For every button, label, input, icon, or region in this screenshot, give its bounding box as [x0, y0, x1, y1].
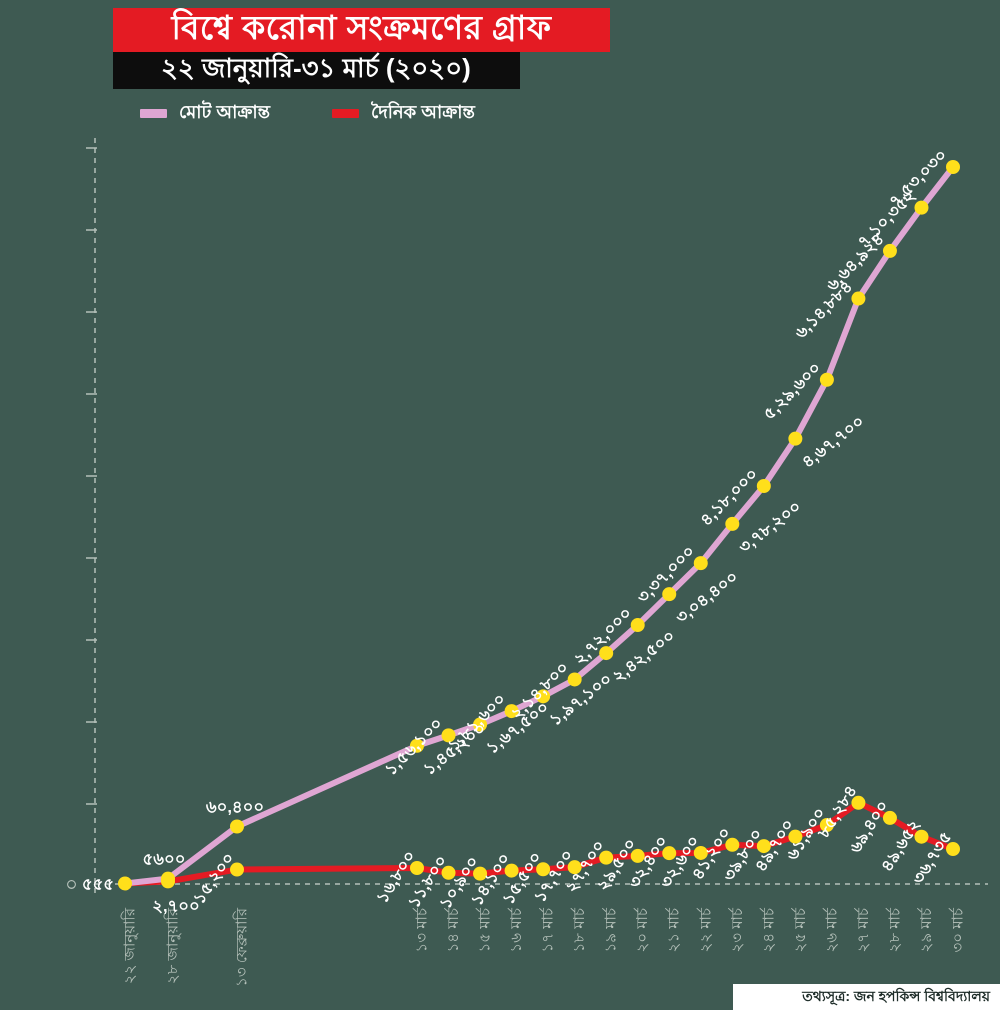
data-point [662, 587, 677, 602]
data-point [441, 728, 456, 743]
data-point [662, 846, 677, 861]
data-point [819, 818, 834, 833]
data-point [756, 839, 771, 854]
data-point [567, 672, 582, 687]
x-axis-label: ২০ মার্চ [633, 907, 651, 952]
x-axis-label: ১৫ মার্চ [476, 907, 494, 952]
data-point [473, 866, 488, 881]
data-point [536, 862, 551, 877]
data-point [230, 862, 244, 877]
x-axis-label: ১৮ মার্চ [570, 907, 588, 952]
legend-label-total: মোট আক্রান্ত [179, 102, 270, 122]
x-axis-label: ২৮ মার্চ [886, 907, 904, 952]
data-point [946, 160, 961, 174]
data-point [851, 795, 866, 810]
x-axis-label: ২২ জানুয়ারি [121, 907, 139, 984]
x-axis-label: ২১ মার্চ [665, 907, 683, 952]
x-axis-label: ২৯ মার্চ [917, 907, 935, 952]
data-point [788, 829, 803, 844]
x-axis-label: ২৮ জানুয়ারি [164, 907, 182, 984]
data-point [914, 829, 929, 844]
data-point [118, 876, 132, 891]
data-point [756, 478, 771, 493]
data-point [630, 618, 645, 633]
data-point [630, 848, 645, 863]
x-axis-label: ৩০ মার্চ [949, 907, 967, 952]
data-point [230, 819, 244, 834]
x-axis-label: ২৫ মার্চ [791, 907, 809, 952]
title-banner: বিশ্বে করোনা সংক্রমণের গ্রাফ [113, 8, 610, 52]
x-axis-label: ১৩ মার্চ [413, 907, 431, 952]
date-range-subtitle: ২২ জানুয়ারি-৩১ মার্চ (২০২০) [161, 52, 471, 83]
x-axis-label: ২২ মার্চ [696, 907, 714, 952]
data-point [882, 810, 897, 825]
page-title: বিশ্বে করোনা সংক্রমণের গ্রাফ [171, 9, 552, 46]
x-axis-label: ১৯ মার্চ [602, 907, 620, 952]
x-axis-label: ২৭ মার্চ [854, 907, 872, 952]
data-point [693, 845, 708, 860]
total-point-label: ২,৪২,৫০০ [610, 627, 679, 686]
source-bar: তথ্যসূত্র: জন হপকিন্স বিশ্ববিদ্যালয় [733, 984, 1000, 1010]
x-axis-label: ১৪ মার্চ [444, 907, 462, 952]
data-point [946, 842, 961, 857]
data-point [693, 556, 708, 571]
x-axis-label: ১৩ ফেব্রুয়ারি [233, 907, 251, 987]
data-point [567, 860, 582, 875]
x-axis-label: ১৬ মার্চ [507, 907, 525, 952]
total-series-swatch-icon [140, 109, 167, 118]
data-point [441, 865, 456, 880]
data-point [599, 850, 614, 865]
total-cases-line [122, 164, 957, 887]
data-point [725, 516, 740, 531]
daily-series-swatch-icon [332, 109, 359, 118]
data-point [725, 837, 740, 852]
x-axis-label: ২৪ মার্চ [760, 907, 778, 952]
legend-item-daily: দৈনিক আক্রান্ত [332, 98, 475, 129]
data-point [410, 738, 424, 753]
total-point-label: ৫,২৯,৬০০ [760, 359, 825, 424]
legend-label-daily: দৈনিক আক্রান্ত [371, 102, 475, 122]
x-axis-label: ১৭ মার্চ [539, 907, 557, 952]
x-axis-label: ২৩ মার্চ [728, 907, 746, 952]
data-point [504, 704, 519, 719]
data-point [788, 431, 803, 446]
data-point [882, 243, 897, 258]
daily-point-label: ২,৭০০ [152, 897, 200, 915]
data-point [819, 372, 834, 387]
legend-item-total: মোট আক্রান্ত [140, 98, 270, 129]
chart-legend: মোট আক্রান্ত দৈনিক আক্রান্ত [140, 98, 475, 129]
data-point [473, 717, 488, 732]
source-text: তথ্যসূত্র: জন হপকিন্স বিশ্ববিদ্যালয় [802, 988, 990, 1004]
x-axis-label: ২৬ মার্চ [823, 907, 841, 952]
y-axis-zero-label: ০ [65, 874, 78, 896]
data-point [161, 871, 175, 886]
total-point-label: ৫৫৫ [82, 875, 114, 893]
data-point [410, 861, 424, 876]
data-point [599, 646, 614, 661]
data-point [536, 689, 551, 704]
data-point [851, 291, 866, 306]
data-point [504, 863, 519, 878]
total-point-label: ৪,৬৭,৭০০ [799, 412, 868, 471]
total-point-label: ৬০,৪০০ [206, 798, 264, 816]
data-point [914, 200, 929, 215]
total-point-label: ৫৬০০ [143, 851, 186, 869]
subtitle-banner: ২২ জানুয়ারি-৩১ মার্চ (২০২০) [113, 50, 520, 89]
